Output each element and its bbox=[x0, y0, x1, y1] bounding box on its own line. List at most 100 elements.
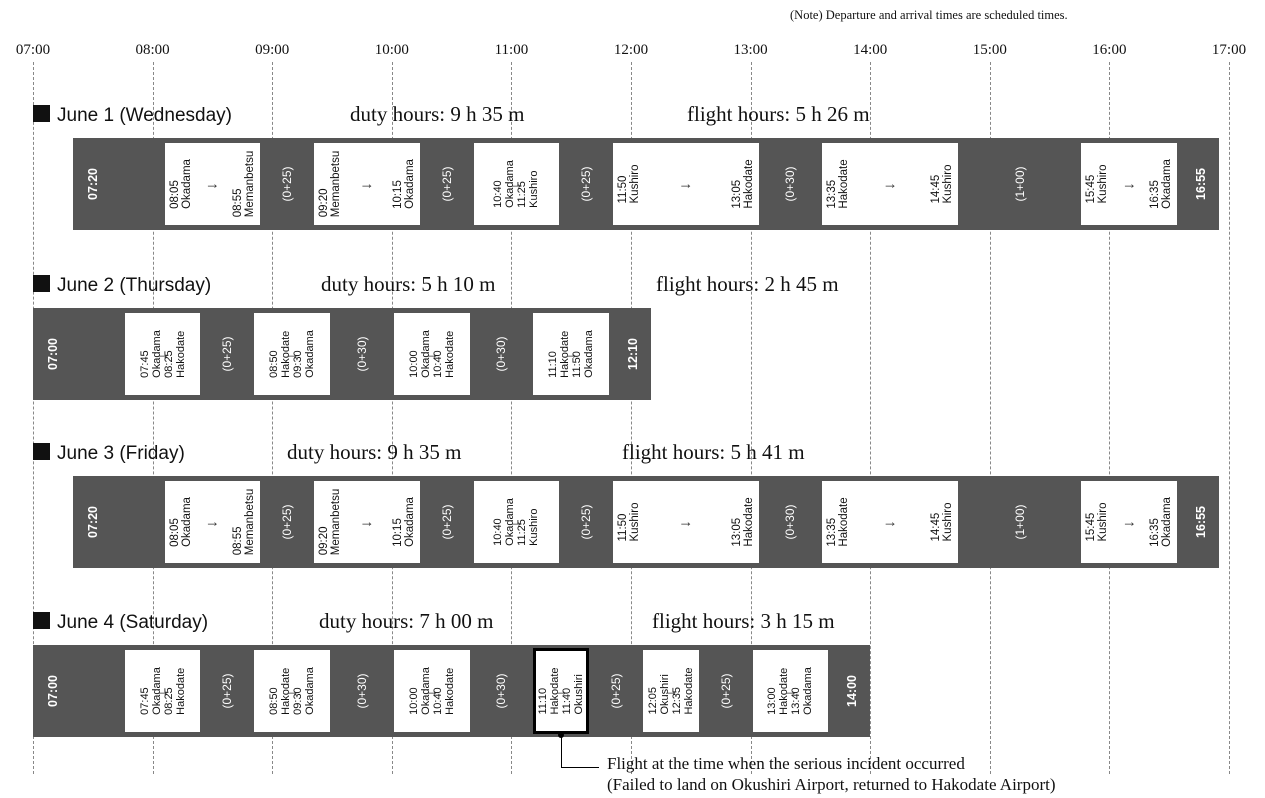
flight-departure: 08:05 Okadama bbox=[169, 159, 193, 209]
flight-block[interactable]: 15:45 Kushiro 16:35 Okadama → bbox=[1081, 143, 1178, 225]
turnaround-label: (0+30) bbox=[783, 504, 798, 540]
time-gridline bbox=[1109, 62, 1111, 774]
flight-arrival: 08:55 Memanbetsu bbox=[232, 489, 256, 555]
flight-block[interactable]: 10:00 Okadama 10:40 Hakodate → bbox=[393, 313, 470, 395]
flight-arrival: 16:35 Okadama bbox=[1149, 497, 1173, 547]
time-gridline bbox=[511, 62, 513, 774]
departure-airport: Hakodate bbox=[838, 497, 851, 547]
flight-block[interactable]: 09:20 Memanbetsu 10:15 Okadama → bbox=[314, 481, 420, 563]
time-gridline bbox=[152, 62, 154, 774]
departure-time: 11:50 bbox=[617, 175, 630, 204]
arrow-right-icon: → bbox=[663, 682, 679, 700]
duty-start-time: 07:20 bbox=[85, 506, 100, 538]
turnaround-gap: (0+30) bbox=[472, 650, 532, 732]
flight-block[interactable]: 08:05 Okadama 08:55 Memanbetsu → bbox=[164, 481, 261, 563]
time-tick-label: 14:00 bbox=[853, 42, 888, 58]
duty-start-time: 07:00 bbox=[46, 338, 60, 370]
callout-line-2: (Failed to land on Okushiri Airport, ret… bbox=[607, 775, 1056, 794]
flight-block[interactable]: 07:45 Okadama 08:25 Hakodate → bbox=[124, 313, 201, 395]
turnaround-gap: (0+30) bbox=[472, 313, 532, 395]
flight-block[interactable]: 10:00 Okadama 10:40 Hakodate → bbox=[393, 650, 470, 732]
arrow-right-icon: → bbox=[359, 513, 375, 531]
arrow-right-icon: → bbox=[882, 175, 898, 193]
flight-dep: 07:45 bbox=[138, 350, 151, 378]
duty-end-time: 16:55 bbox=[1194, 506, 1209, 538]
arrow-right-icon: → bbox=[155, 682, 171, 700]
duty-start-time: 07:00 bbox=[46, 675, 60, 707]
flight-block[interactable]: 09:20 Memanbetsu 10:15 Okadama → bbox=[314, 143, 420, 225]
turnaround-label: (0+25) bbox=[439, 504, 454, 540]
turnaround-gap: (0+30) bbox=[761, 481, 821, 563]
callout-line-1: Flight at the time when the serious inci… bbox=[607, 754, 965, 773]
turnaround-label: (0+30) bbox=[354, 673, 369, 709]
day-title: June 4 (Saturday) bbox=[33, 612, 208, 634]
arrow-right-icon: → bbox=[1121, 513, 1137, 531]
flight-arrival: 14:45 Kushiro bbox=[930, 165, 954, 204]
flight-departure: 09:20 Memanbetsu bbox=[318, 151, 342, 217]
arrow-right-icon: → bbox=[553, 682, 569, 700]
duty-bar: 07:00 14:00 07:45 Okadama 08:25 Hakodate → (0+2… bbox=[33, 645, 871, 737]
departure-airport: Kushiro bbox=[629, 164, 642, 204]
departure-airport: Kushiro bbox=[1097, 164, 1110, 204]
arrow-right-icon: → bbox=[508, 175, 524, 193]
flight-dep: 12:05 bbox=[646, 687, 659, 715]
time-gridline bbox=[989, 62, 991, 774]
arrow-right-icon: → bbox=[678, 513, 694, 531]
time-tick-label: 07:00 bbox=[15, 42, 51, 58]
note-text: (Note) Departure and arrival times are s… bbox=[790, 8, 1068, 22]
flight-block[interactable]: 10:40 Okadama 11:25 Kushiro → bbox=[473, 143, 560, 225]
turnaround-gap: (0+25) bbox=[561, 481, 611, 563]
departure-airport: Okadama bbox=[180, 497, 193, 547]
flight-to: Okadama bbox=[583, 330, 596, 378]
departure-time: 08:05 bbox=[168, 180, 181, 209]
duty-start-time: 07:20 bbox=[85, 168, 100, 200]
flight-block[interactable]: 08:05 Okadama 08:55 Memanbetsu → bbox=[164, 143, 261, 225]
arrow-right-icon: → bbox=[359, 175, 375, 193]
turnaround-gap: (1+00) bbox=[960, 481, 1080, 563]
flight-to: Kushiro bbox=[528, 508, 541, 546]
flight-block[interactable]: 12:05 Okushiri 12:35 Hakodate → bbox=[642, 650, 699, 732]
flight-block[interactable]: 11:50 Kushiro 13:05 Hakodate → bbox=[613, 481, 759, 563]
callout-dot bbox=[558, 732, 565, 738]
arrival-time: 08:55 bbox=[232, 188, 245, 218]
flight-block[interactable]: 10:40 Okadama 11:25 Kushiro → bbox=[473, 481, 560, 563]
duty-end-label: 12:10 bbox=[615, 313, 651, 395]
flight-departure: 11:50 Kushiro bbox=[617, 165, 641, 204]
turnaround-label: (0+25) bbox=[579, 504, 594, 540]
flight-block[interactable]: 13:35 Hakodate 14:45 Kushiro → bbox=[822, 143, 958, 225]
flight-block[interactable]: 08:50 Hakodate 09:30 Okadama → bbox=[254, 313, 330, 395]
duty-hours: duty hours: 9 h 35 m bbox=[350, 102, 525, 126]
turnaround-gap: (0+30) bbox=[332, 313, 392, 395]
flight-arrival: 14:45 Kushiro bbox=[930, 503, 954, 542]
time-tick-label: 08:00 bbox=[135, 42, 170, 58]
flight-block[interactable]: 08:50 Hakodate 09:30 Okadama → bbox=[254, 650, 330, 732]
arrival-airport: Memanbetsu bbox=[244, 488, 257, 556]
flight-block[interactable]: 15:45 Kushiro 16:35 Okadama → bbox=[1081, 481, 1178, 563]
time-tick-label: 13:00 bbox=[733, 42, 768, 58]
duty-hours: duty hours: 9 h 35 m bbox=[287, 440, 462, 464]
departure-airport: Memanbetsu bbox=[330, 150, 343, 218]
flight-dep: 08:50 bbox=[268, 687, 281, 715]
turnaround-gap: (0+25) bbox=[202, 313, 252, 395]
departure-time: 13:35 bbox=[826, 517, 839, 547]
departure-time: 15:45 bbox=[1085, 512, 1098, 542]
flight-block[interactable]: 11:10 Hakodate 11:50 Okadama → bbox=[533, 313, 610, 395]
flight-departure: 08:05 Okadama bbox=[169, 497, 193, 547]
arrival-time: 16:35 bbox=[1149, 180, 1162, 209]
flight-block[interactable]: 11:50 Kushiro 13:05 Hakodate → bbox=[613, 143, 759, 225]
turnaround-label: (0+25) bbox=[718, 673, 733, 709]
flight-block[interactable]: 13:35 Hakodate 14:45 Kushiro → bbox=[822, 481, 958, 563]
duty-end-time: 12:10 bbox=[625, 338, 640, 370]
flight-dep: 10:40 bbox=[492, 518, 505, 546]
arrival-time: 13:05 bbox=[730, 517, 743, 547]
flight-dep: 10:00 bbox=[407, 350, 420, 378]
flight-block[interactable]: 07:45 Okadama 08:25 Hakodate → bbox=[124, 650, 201, 732]
flight-block[interactable]: 13:00 Hakodate 13:40 Okadama → bbox=[752, 650, 829, 732]
flight-departure: 15:45 Kushiro bbox=[1085, 503, 1109, 542]
departure-time: 13:35 bbox=[826, 179, 839, 209]
square-bullet-icon bbox=[33, 275, 50, 292]
incident-flight-block[interactable]: 11:10 Hakodate 11:40 Okushiri → bbox=[533, 648, 590, 734]
time-tick-label: 09:00 bbox=[255, 42, 290, 58]
duty-bar: 07:00 12:10 07:45 Okadama 08:25 Hakodate → (0+2… bbox=[33, 308, 651, 400]
departure-time: 09:20 bbox=[318, 188, 331, 218]
